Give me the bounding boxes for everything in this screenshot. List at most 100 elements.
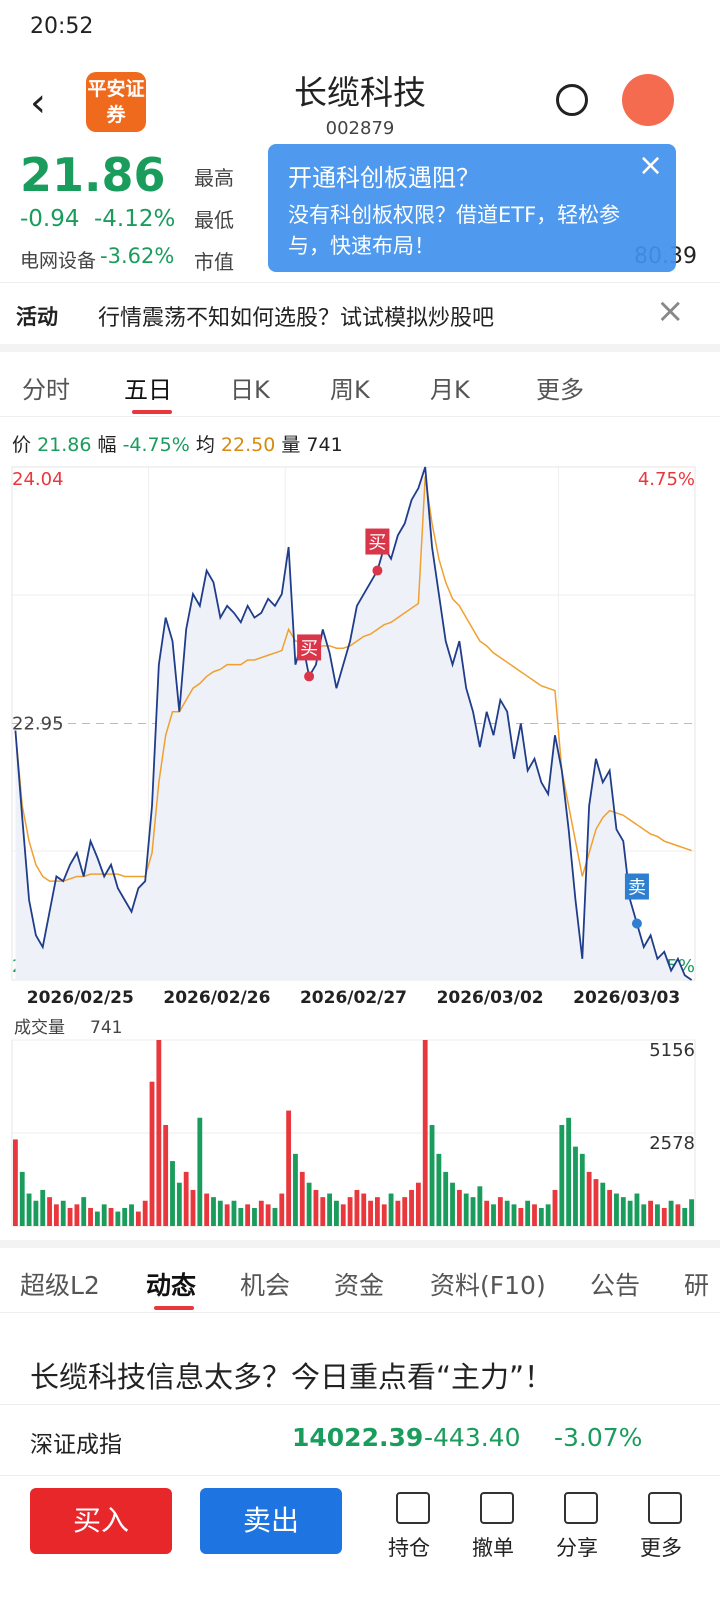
label: 均 [195,434,215,456]
volume-bar [388,1193,394,1226]
volume-bar [19,1171,25,1226]
volume-bar [395,1200,401,1226]
volume-bar [252,1207,257,1226]
volume-bar [115,1211,121,1226]
buy-button[interactable]: 买入 [30,1488,172,1554]
back[interactable]: ‹ [30,80,46,126]
value: 741 [306,434,343,456]
volume-bar [634,1193,640,1226]
x-tick-label: 2026/02/26 [163,988,270,1008]
tool-label[interactable]: 撤单 [472,1536,514,1560]
tool-label[interactable]: 更多 [640,1536,682,1560]
news[interactable]: 长缆科技信息太多？今日重点看“主力”！ [30,1360,554,1394]
volume-bar [334,1200,339,1226]
tool-icon[interactable] [564,1492,598,1524]
price: 21.86 [20,148,166,202]
volume-bar [170,1161,175,1226]
tab[interactable]: 五日 [124,376,172,404]
y-tick-label: 2578 [649,1133,695,1154]
sell-button[interactable]: 卖出 [200,1488,342,1554]
volume-bar [402,1197,408,1226]
volume-bar [60,1200,66,1226]
volume-bar [607,1189,613,1226]
tool-icon[interactable] [396,1492,430,1524]
volume-bar [573,1146,578,1226]
volume-bar [142,1200,148,1226]
pct: -4.12% [94,206,176,232]
search[interactable] [556,84,588,116]
chart: 2026/02/25 2026/02/26 2026/02/27 2026/03/02… [11,466,696,1227]
popup-close[interactable]: × [638,148,664,183]
label: 幅 [97,434,117,456]
volume-bar [183,1171,189,1226]
close[interactable]: × [656,291,685,331]
tab-indicator [154,1306,194,1310]
index-bar[interactable]: 深证成指 14022.39 -443.40 -3.07% [0,1404,720,1476]
volume-bar [450,1182,455,1226]
tab[interactable]: 周K [330,376,370,404]
tab[interactable]: 日K [230,376,270,404]
volume-bar [422,1040,428,1226]
tool-icon[interactable] [648,1492,682,1524]
trade-badge [365,528,390,555]
tab[interactable]: 月K [430,376,470,404]
volume-bar [265,1204,271,1226]
popup-body: 没有科创板权限？借道ETF，轻松参与，快速布局！ [288,203,621,258]
label: 价 [12,434,32,456]
tab[interactable]: 研 [684,1271,710,1300]
volume-bar [217,1200,223,1226]
volume-bar [286,1110,292,1226]
divider [0,1240,720,1248]
volume-bar [429,1124,435,1226]
volume-bar [238,1207,244,1226]
volume-bar [518,1207,524,1226]
divider [0,344,720,352]
tab[interactable]: 资金 [334,1271,385,1300]
volume-current: 741 [90,1018,122,1038]
tab[interactable]: 资料(F10) [430,1271,546,1300]
tab[interactable]: 机会 [240,1271,291,1300]
trade-badge [297,634,322,661]
index-name: 深证成指 [30,1432,122,1458]
volume-bar [13,1139,18,1226]
tool-label[interactable]: 持仓 [388,1536,430,1560]
volume-bar [374,1197,380,1226]
volume-bar [320,1197,326,1226]
tab-indicator [132,410,172,414]
volume-bar [354,1189,360,1226]
x-tick-label: 2026/02/27 [300,988,407,1008]
volume-bar [491,1204,496,1226]
tab[interactable]: 分时 [22,376,70,404]
index-value: 14022.39 [292,1423,424,1452]
tab[interactable]: 动态 [146,1271,197,1300]
volume-bar [682,1207,688,1226]
avg-line [14,476,692,882]
y-tick-label: 24.04 [12,469,64,490]
volume-bar [614,1193,619,1226]
volume-bar [538,1207,544,1226]
volume-bar [627,1200,633,1226]
activity-bar[interactable]: 活动 行情震荡不知如何选股？试试模拟炒股吧 × [0,282,720,345]
trade-label: 卖 [628,878,646,899]
volume-bar [532,1204,537,1226]
volume-bar [497,1197,503,1226]
volume-bar [525,1200,531,1226]
trade-dot [304,671,315,682]
volume-bar [593,1179,599,1226]
popup[interactable]: 开通科创板遇阻？ 没有科创板权限？借道ETF，轻松参与，快速布局！ × [268,144,676,272]
value: -4.75% [122,434,190,456]
tab[interactable]: 更多 [536,376,584,404]
change: -0.94 [20,206,80,232]
y-tick-label: 22.95 [12,714,64,735]
volume-bar [368,1200,373,1226]
tab[interactable]: 公告 [590,1271,641,1300]
tool-icon[interactable] [480,1492,514,1524]
volume-bar [552,1189,558,1226]
tool-label[interactable]: 分享 [556,1536,598,1560]
volume-bar [436,1153,442,1226]
tab[interactable]: 超级L2 [20,1271,100,1300]
y-tick-label: 5156 [649,1040,695,1061]
avatar[interactable] [622,74,674,126]
volume-bar [648,1200,654,1226]
volume-bar [675,1204,681,1226]
